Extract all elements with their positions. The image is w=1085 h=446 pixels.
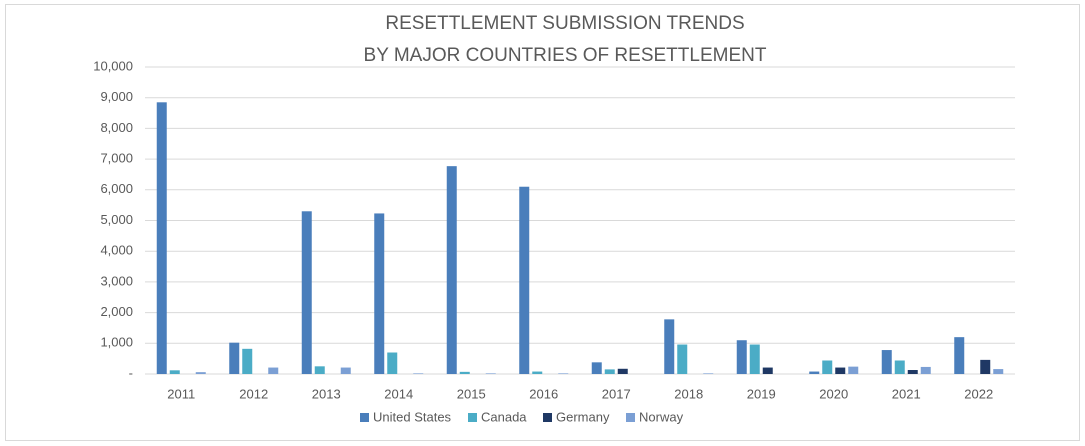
x-tick-label: 2018 (674, 386, 703, 401)
x-tick-label: 2014 (384, 386, 413, 401)
y-tick-label: 5,000 (100, 212, 133, 227)
legend-swatch (626, 413, 635, 422)
legend-swatch (360, 413, 369, 422)
bar (664, 319, 675, 374)
bar (374, 213, 385, 374)
bar (519, 186, 530, 374)
bar (242, 348, 253, 374)
y-tick-label: 1,000 (100, 335, 133, 350)
legend-swatch (468, 413, 477, 422)
y-tick-label: 3,000 (100, 273, 133, 288)
x-tick-label: 2017 (602, 386, 631, 401)
x-tick-label: 2013 (312, 386, 341, 401)
bar (736, 340, 747, 374)
x-tick-label: 2020 (819, 386, 848, 401)
chart-title: RESETTLEMENT SUBMISSION TRENDS (385, 13, 744, 34)
bar (677, 344, 688, 374)
bar (413, 373, 424, 374)
bar (387, 352, 398, 374)
bar (835, 367, 846, 374)
bar (848, 366, 859, 374)
y-tick-label: 7,000 (100, 151, 133, 166)
chart-title: BY MAJOR COUNTRIES OF RESETTLEMENT (364, 45, 767, 66)
bar (604, 369, 615, 374)
bar (591, 362, 602, 374)
x-tick-label: 2012 (239, 386, 268, 401)
bar (617, 368, 628, 374)
bar (459, 371, 470, 374)
bar (485, 373, 496, 374)
x-tick-label: 2021 (892, 386, 921, 401)
bar (762, 367, 773, 374)
bar (703, 373, 714, 374)
bar (268, 367, 279, 374)
bar (314, 366, 325, 374)
bar (980, 359, 991, 374)
bar (340, 367, 351, 374)
bar (920, 366, 931, 374)
y-tick-label: 6,000 (100, 181, 133, 196)
bar (229, 342, 240, 374)
bar (156, 102, 167, 375)
bar (954, 337, 965, 374)
y-tick-label: 4,000 (100, 243, 133, 258)
legend-label: Germany (556, 409, 610, 424)
legend-label: United States (373, 409, 452, 424)
bar (532, 371, 543, 374)
bar (446, 166, 457, 374)
bar (894, 360, 905, 374)
bar (881, 350, 892, 374)
y-tick-label: 2,000 (100, 304, 133, 319)
bar (169, 370, 180, 374)
y-tick-label: 8,000 (100, 120, 133, 135)
x-tick-label: 2022 (964, 386, 993, 401)
x-tick-label: 2019 (747, 386, 776, 401)
legend-swatch (543, 413, 552, 422)
bar (809, 371, 820, 374)
x-tick-label: 2011 (167, 386, 195, 401)
bar (993, 369, 1004, 374)
y-tick-label: 10,000 (93, 58, 133, 73)
legend-label: Canada (481, 409, 527, 424)
bar (749, 344, 760, 374)
bar (195, 372, 206, 374)
x-tick-label: 2015 (457, 386, 486, 401)
x-tick-label: 2016 (529, 386, 558, 401)
bar (558, 373, 569, 374)
bar (907, 370, 918, 374)
y-tick-label: 9,000 (100, 89, 133, 104)
bar (822, 360, 833, 374)
bar (301, 211, 312, 374)
legend-label: Norway (639, 409, 684, 424)
y-tick-label: - (129, 365, 133, 380)
